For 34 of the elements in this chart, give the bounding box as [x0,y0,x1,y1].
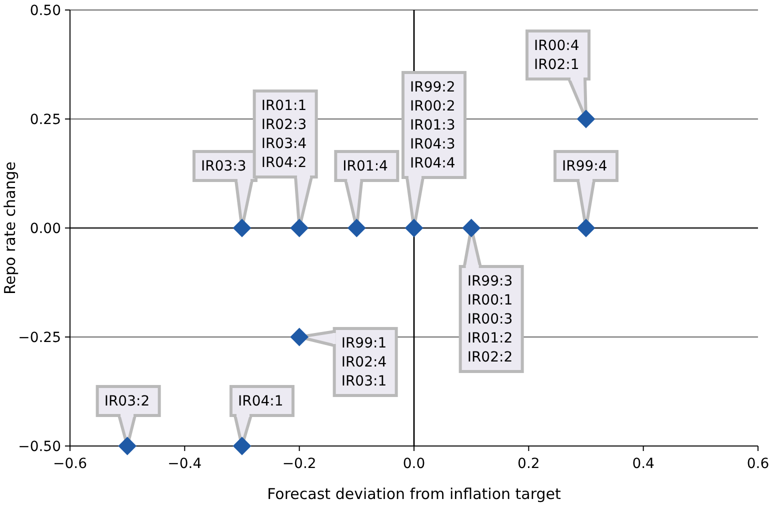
x-tick-label: 0.6 [746,456,770,472]
point [232,436,252,456]
annotation: IR03:2 [104,394,150,410]
point [347,218,366,238]
point [576,218,596,238]
point [404,218,424,238]
annotation: IR99:4 [562,158,608,174]
annotation: IR00:4 IR02:1 [534,38,580,73]
x-tick-label: 0.0 [402,456,426,472]
y-tick-label: −0.50 [18,439,61,455]
annotation: IR99:3 IR00:1 IR00:3 IR01:2 IR02:2 [467,274,513,366]
point [290,328,309,346]
point [232,218,252,238]
annotation: IR01:1 IR02:3 IR03:4 IR04:2 [261,98,307,171]
y-axis-title: Repo rate change [1,162,19,294]
annotation: IR99:2 IR00:2 IR01:3 IR04:3 IR04:4 [410,80,456,172]
x-tick-label: −0.6 [53,456,88,472]
x-tick-label: 0.2 [518,456,540,472]
y-tick-label: 0.50 [30,3,61,19]
annotation: IR99:1 IR02:4 IR03:1 [341,336,387,390]
point [462,218,481,238]
annotation: IR04:1 [238,394,284,410]
point [576,110,596,128]
point [118,436,137,456]
y-tick-label: 0.00 [30,221,61,237]
x-tick-label: −0.4 [168,456,202,472]
y-tick-label: −0.25 [18,330,61,346]
x-tick-label: −0.2 [282,456,316,472]
annotation: IR01:4 [342,158,388,174]
point [290,218,309,238]
annotation: IR03:3 [201,158,246,174]
x-axis-title: Forecast deviation from inflation target [267,485,562,503]
y-tick-label: 0.25 [30,112,61,128]
x-tick-label: 0.4 [632,456,655,472]
